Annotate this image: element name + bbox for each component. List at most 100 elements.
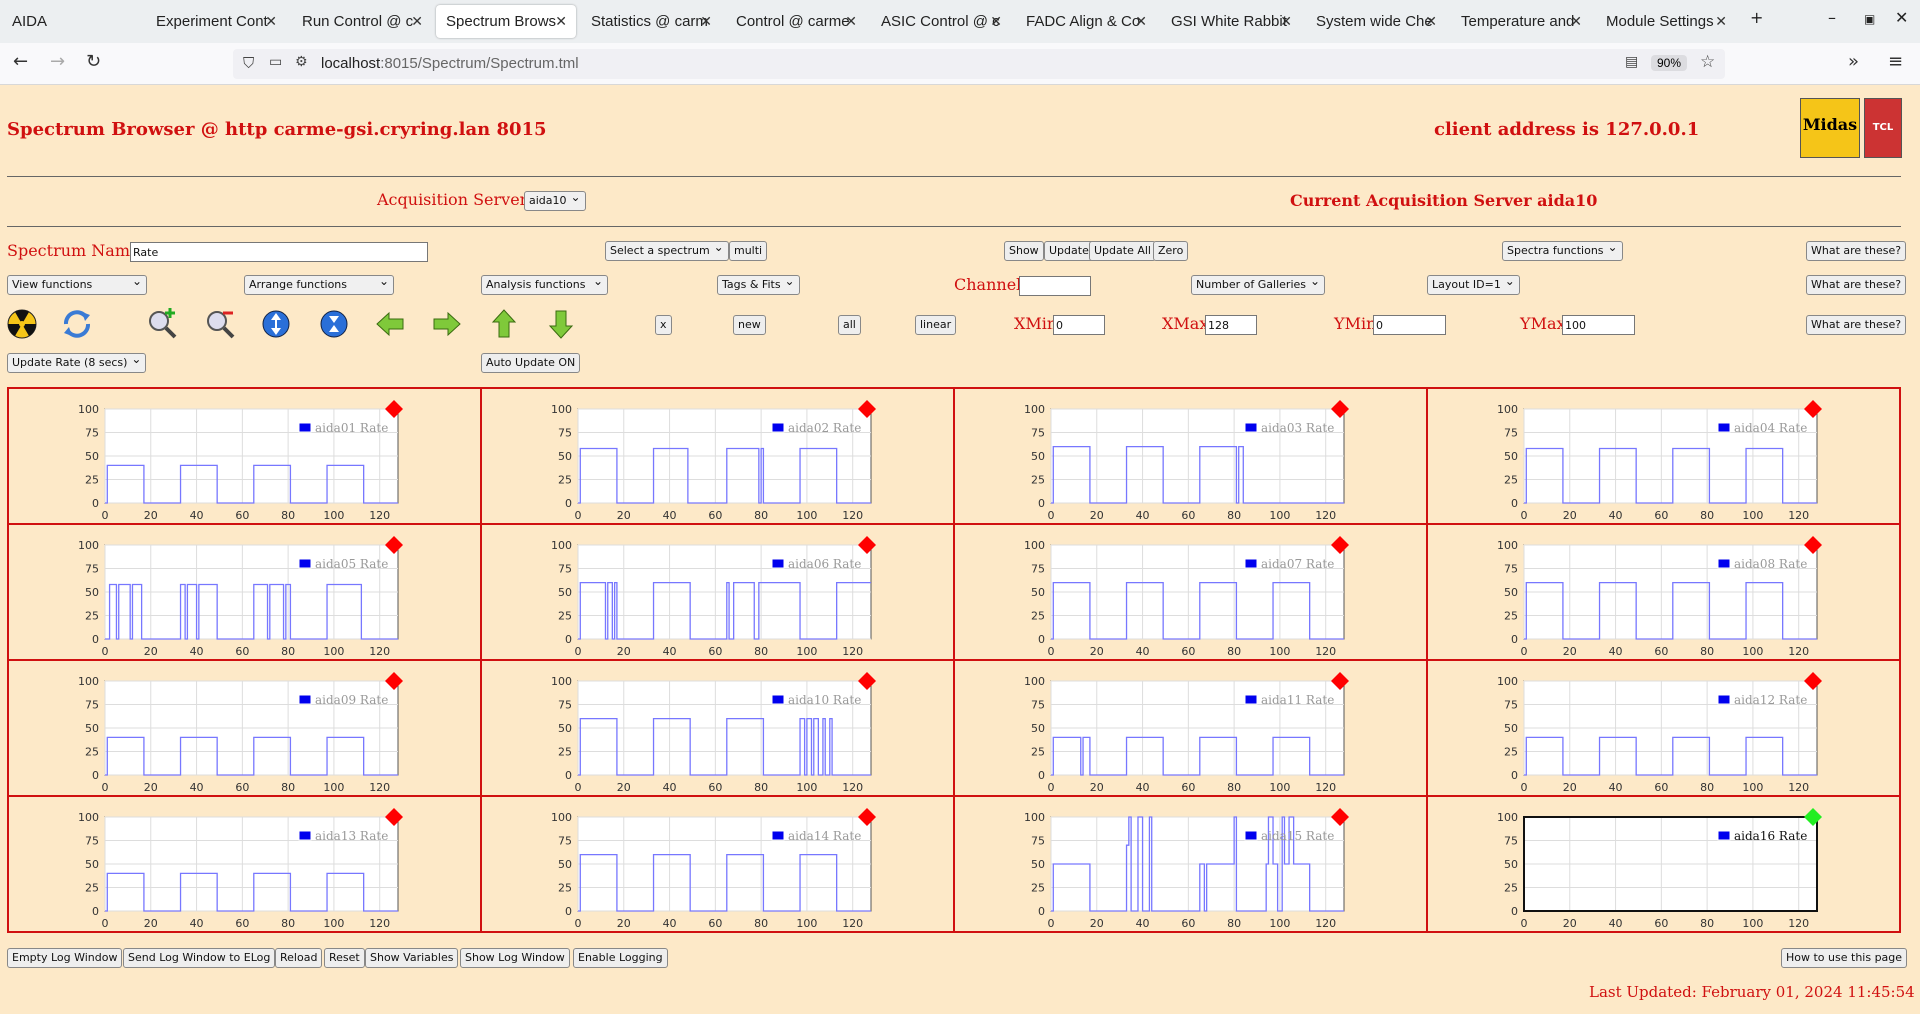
view-functions-select[interactable]: View functions [7,274,147,295]
close-tab-icon[interactable]: ✕ [265,13,277,29]
spectra-functions-select[interactable]: Spectra functions [1502,240,1623,261]
zoom-out-icon[interactable] [203,307,237,341]
close-tab-icon[interactable]: ✕ [1135,13,1147,29]
browser-tab[interactable]: ASIC Control @ c ✕ [871,5,1011,38]
auto-update-button[interactable]: Auto Update ON [481,353,581,373]
spectrum-panel[interactable]: 0 25 50 75 100 0 20 40 60 80 100 120 aida11 Rate [955,661,1428,797]
zoom-level[interactable]: 90% [1651,55,1688,71]
status-diamond[interactable] [1804,536,1822,554]
status-diamond[interactable] [1331,536,1349,554]
status-diamond[interactable] [1804,672,1822,690]
status-diamond[interactable] [1804,808,1822,826]
spectrum-panel[interactable]: 0 25 50 75 100 0 20 40 60 80 100 120 aida12 Rate [1428,661,1899,797]
spectrum-panel[interactable]: 0 25 50 75 100 0 20 40 60 80 100 120 aida13 Rate [9,797,482,931]
what-are-these-button-1[interactable]: What are these? [1806,241,1907,261]
xmin-input[interactable]: 0 [1053,315,1105,335]
close-tab-icon[interactable]: ✕ [1425,13,1437,29]
new-button[interactable]: new [733,315,766,335]
spectrum-panel[interactable]: 0 25 50 75 100 0 20 40 60 80 100 120 aida02 Rate [482,389,955,525]
status-diamond[interactable] [385,400,403,418]
browser-tab[interactable]: Statistics @ carm ✕ [581,5,721,38]
status-diamond[interactable] [858,400,876,418]
close-tab-icon[interactable]: ✕ [845,13,857,29]
show-log-window-button[interactable]: Show Log Window [460,948,570,968]
spectrum-panel[interactable]: 0 25 50 75 100 0 20 40 60 80 100 120 aida08 Rate [1428,525,1899,661]
spectrum-panel[interactable]: 0 25 50 75 100 0 20 40 60 80 100 120 aida03 Rate [955,389,1428,525]
enable-logging-button[interactable]: Enable Logging [573,948,668,968]
show-variables-button[interactable]: Show Variables [365,948,459,968]
browser-tab[interactable]: Module Settings ✕ [1596,5,1736,38]
browser-tab[interactable]: AIDA [2,5,142,38]
maximize-icon[interactable]: ▣ [1864,12,1876,26]
arrow-left-icon[interactable] [373,307,407,341]
status-diamond[interactable] [1331,400,1349,418]
forward-icon[interactable]: → [50,51,66,72]
status-diamond[interactable] [385,672,403,690]
spectrum-panel[interactable]: 0 25 50 75 100 0 20 40 60 80 100 120 aida14 Rate [482,797,955,931]
spectrum-panel[interactable]: 0 25 50 75 100 0 20 40 60 80 100 120 aida07 Rate [955,525,1428,661]
bookmark-star-icon[interactable]: ☆ [1700,52,1716,72]
status-diamond[interactable] [385,808,403,826]
spectrum-panel[interactable]: 0 25 50 75 100 0 20 40 60 80 100 120 aida16 Rate [1428,797,1899,931]
browser-tab[interactable]: Spectrum Brows ✕ [436,5,576,38]
update-button[interactable]: Update [1044,241,1094,261]
multi-button[interactable]: multi [729,241,768,261]
browser-tab[interactable]: GSI White Rabbit ✕ [1161,5,1301,38]
close-tab-icon[interactable]: ✕ [990,13,1002,29]
status-diamond[interactable] [858,672,876,690]
status-diamond[interactable] [385,536,403,554]
show-button[interactable]: Show [1004,241,1044,261]
status-diamond[interactable] [1331,672,1349,690]
update-all-button[interactable]: Update All [1089,241,1156,261]
ymin-input[interactable]: 0 [1373,315,1446,335]
update-rate-select[interactable]: Update Rate (8 secs) [7,352,147,373]
zero-button[interactable]: Zero [1153,241,1189,261]
linear-button[interactable]: linear [915,315,957,335]
back-icon[interactable]: ← [13,51,29,72]
tags-fits-select[interactable]: Tags & Fits [717,274,800,295]
close-tab-icon[interactable]: ✕ [411,13,423,29]
browser-tab[interactable]: System wide Che ✕ [1306,5,1446,38]
browser-tab[interactable]: Control @ carme ✕ [726,5,866,38]
menu-icon[interactable]: ≡ [1888,51,1904,72]
spectrum-panel[interactable]: 0 25 50 75 100 0 20 40 60 80 100 120 aida15 Rate [955,797,1428,931]
status-diamond[interactable] [858,536,876,554]
select-spectrum-select[interactable]: Select a spectrum [605,240,729,261]
reader-view-icon[interactable]: ▤ [1625,54,1639,70]
spectrum-panel[interactable]: 0 25 50 75 100 0 20 40 60 80 100 120 aida01 Rate [9,389,482,525]
close-tab-icon[interactable]: ✕ [555,13,567,29]
close-tab-icon[interactable]: ✕ [1280,13,1292,29]
status-diamond[interactable] [1804,400,1822,418]
reload-icon[interactable]: ↻ [86,51,102,72]
browser-tab[interactable]: FADC Align & Co ✕ [1016,5,1156,38]
zoom-in-icon[interactable] [145,307,179,341]
spectrum-panel[interactable]: 0 25 50 75 100 0 20 40 60 80 100 120 aida04 Rate [1428,389,1899,525]
compress-y-icon[interactable] [317,307,351,341]
arrange-functions-select[interactable]: Arrange functions [244,274,394,295]
status-diamond[interactable] [1331,808,1349,826]
url-bar[interactable]: ⛉ ▭ ⚙ localhost:8015/Spectrum/Spectrum.t… [233,49,1725,79]
acquisition-server-select[interactable]: aida10 [524,190,586,211]
spectrum-panel[interactable]: 0 25 50 75 100 0 20 40 60 80 100 120 aida10 Rate [482,661,955,797]
arrow-down-icon[interactable] [544,307,578,341]
close-tab-icon[interactable]: ✕ [700,13,712,29]
analysis-functions-select[interactable]: Analysis functions [481,274,608,295]
spectrum-panel[interactable]: 0 25 50 75 100 0 20 40 60 80 100 120 aida05 Rate [9,525,482,661]
arrow-right-icon[interactable] [430,307,464,341]
ymax-input[interactable]: 100 [1562,315,1635,335]
browser-tab[interactable]: Experiment Cont ✕ [146,5,286,38]
channel-input[interactable] [1019,276,1091,296]
what-are-these-button-2[interactable]: What are these? [1806,275,1907,295]
close-window-icon[interactable]: ✕ [1895,8,1909,27]
x-button[interactable]: x [655,315,672,335]
browser-tab[interactable]: Temperature and ✕ [1451,5,1591,38]
layout-id-select[interactable]: Layout ID=1 [1427,274,1520,295]
reset-button[interactable]: Reset [324,948,365,968]
send-log-to-elog-button[interactable]: Send Log Window to ELog [123,948,276,968]
expand-y-icon[interactable] [259,307,293,341]
spectrum-panel[interactable]: 0 25 50 75 100 0 20 40 60 80 100 120 aida09 Rate [9,661,482,797]
reload-button[interactable]: Reload [275,948,323,968]
close-tab-icon[interactable]: ✕ [1570,13,1582,29]
all-button[interactable]: all [838,315,861,335]
status-diamond[interactable] [858,808,876,826]
